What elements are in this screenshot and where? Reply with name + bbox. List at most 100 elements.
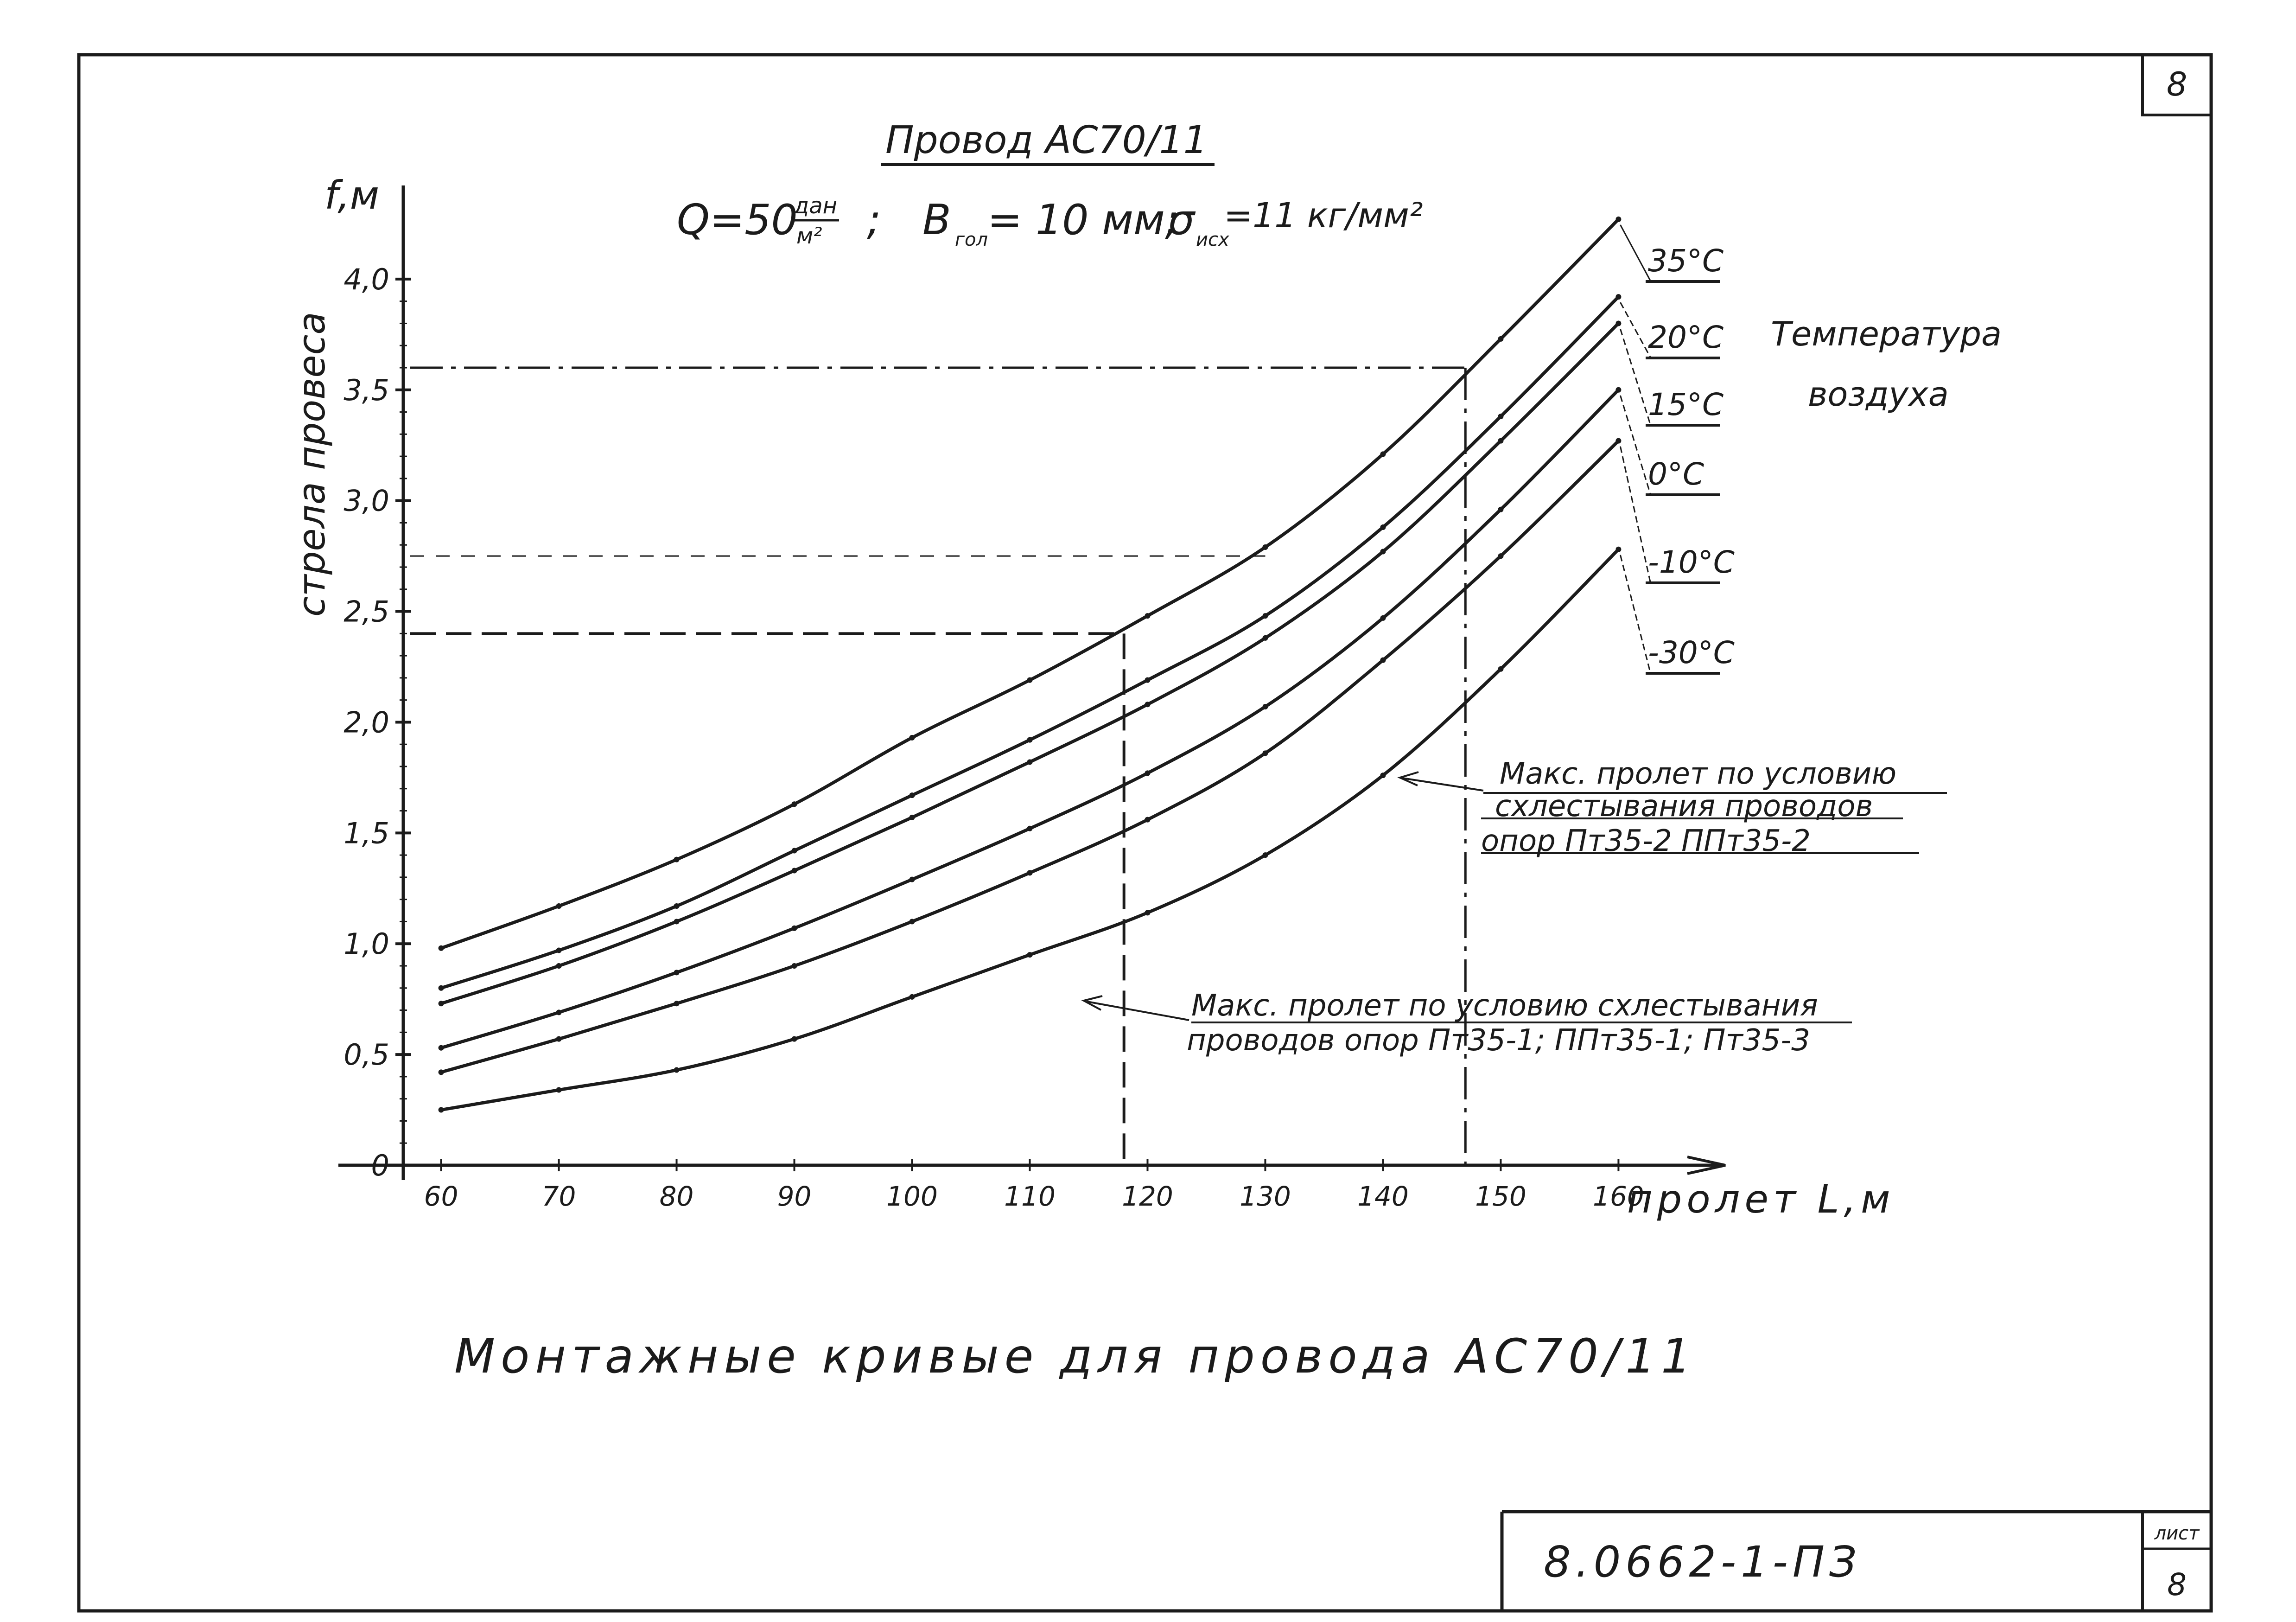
series-curve [440,389,1620,1050]
corner-number: 8 [2167,65,2188,103]
corner-number-box: 8 [2141,53,2213,116]
y-tick-label: 0,5 [343,1038,389,1072]
sheet-frame [77,53,2213,1613]
annotation-147-leader [1402,777,1484,792]
series-curve [441,548,1620,1112]
data-point [1498,506,1504,512]
legend-label: -30°C [1648,635,1735,671]
data-point [1262,635,1268,641]
param-sep: ; [867,196,881,244]
series-curve [440,322,1620,1005]
header: Провод АС70/11 Q=50 дан м² ; B гол = 10 … [677,118,1423,250]
data-point [438,1069,444,1075]
data-point [1615,216,1622,222]
data-point [1498,336,1504,342]
reference-lines [410,366,1467,1165]
data-point [1498,438,1504,444]
data-point [1262,750,1268,756]
param-q-num: дан [793,193,837,219]
data-point [556,1036,562,1042]
y-unit-label: f,м [324,172,379,218]
x-tick-label: 100 [886,1181,938,1212]
data-point [1145,910,1151,916]
x-tick-label: 90 [777,1181,812,1212]
data-point [1262,544,1268,550]
data-point [438,1045,444,1051]
sheet-number: 8 [2167,1567,2187,1603]
data-point [791,925,797,931]
data-point [1615,294,1622,300]
data-point [1380,615,1386,621]
param-b-rest: = 10 мм; [987,196,1179,244]
data-point [909,876,915,882]
data-point [1145,702,1151,708]
param-b-sub: гол [955,229,988,250]
data-point [909,994,915,1000]
y-tick-label: 4,0 [343,262,389,296]
y-tick-label: 3,5 [343,373,389,407]
x-tick-label: 110 [1004,1181,1056,1212]
annotation-147-line1: Макс. пролет по условию [1500,757,1896,791]
data-point [791,963,797,969]
data-point [909,814,915,820]
legend-leader [1620,224,1651,281]
data-point [1027,825,1033,831]
x-tick-label: 120 [1122,1181,1173,1212]
sheet-label: лист [2154,1523,2201,1544]
series-curve [440,218,1620,950]
data-point [1380,524,1386,530]
legend-leader [1620,302,1651,358]
param-s-main: σ [1168,196,1196,244]
axes: f,м стрела провеса пролет L,м [290,172,1895,1222]
data-point [791,1036,797,1042]
series-curve [440,440,1620,1074]
data-point [1615,546,1622,552]
param-q-main: Q=50 [677,196,798,244]
data-point [1145,817,1151,823]
x-axis-label: пролет L,м [1627,1176,1895,1222]
data-point [1027,952,1033,958]
legend-label: 20°C [1648,319,1724,355]
data-point [1145,613,1151,619]
data-point [1027,759,1033,765]
legend-leader [1619,328,1651,425]
y-ticks: 0 0,5 1,0 1,5 2,0 2,5 3,0 3,5 4,0 [343,262,411,1182]
series-curves [440,218,1620,1112]
x-tick-label: 150 [1475,1181,1526,1212]
param-s: σ [1168,196,1196,244]
legend-leader [1619,446,1651,582]
data-point [1615,387,1622,393]
legend-leader [1619,395,1651,494]
x-tick-label: 130 [1240,1181,1291,1212]
data-point [1262,704,1268,709]
x-tick-label: 140 [1357,1181,1409,1212]
annotation-118-line2: проводов опор Пт35-1; ППт35-1; Пт35-3 [1187,1023,1810,1058]
figure-caption: Монтажные кривые для провода АС70/11 [454,1329,1697,1384]
data-point [1380,451,1386,457]
data-point [438,945,444,951]
data-point [1145,770,1151,776]
param-s-sub: исх [1196,229,1229,250]
legend-title-line2: воздуха [1808,375,1949,414]
data-point [1027,677,1033,683]
param-b: B [922,196,951,244]
series-curve [440,295,1620,990]
y-tick-label: 2,5 [343,595,389,629]
x-tick-label: 70 [542,1181,576,1212]
legend-title-line1: Температура [1771,314,2002,353]
data-point [438,1001,444,1007]
legend-label: 35°C [1648,243,1724,279]
param-s-rest: =11 кг/мм² [1224,196,1423,236]
x-tick-label: 80 [660,1181,694,1212]
data-point [1145,677,1151,683]
data-point [1027,737,1033,743]
data-point [1262,613,1268,619]
y-tick-label: 1,0 [343,927,389,961]
annotation-118-line1: Макс. пролет по условию схлестывания [1191,989,1818,1023]
chart-title: Провод АС70/11 [885,118,1208,162]
x-tick-label: 60 [424,1181,458,1212]
annotation-span-118: Макс. пролет по условию схлестывания про… [1081,989,1852,1058]
data-point [1498,553,1504,559]
data-point [674,1067,680,1073]
data-point [791,801,797,807]
